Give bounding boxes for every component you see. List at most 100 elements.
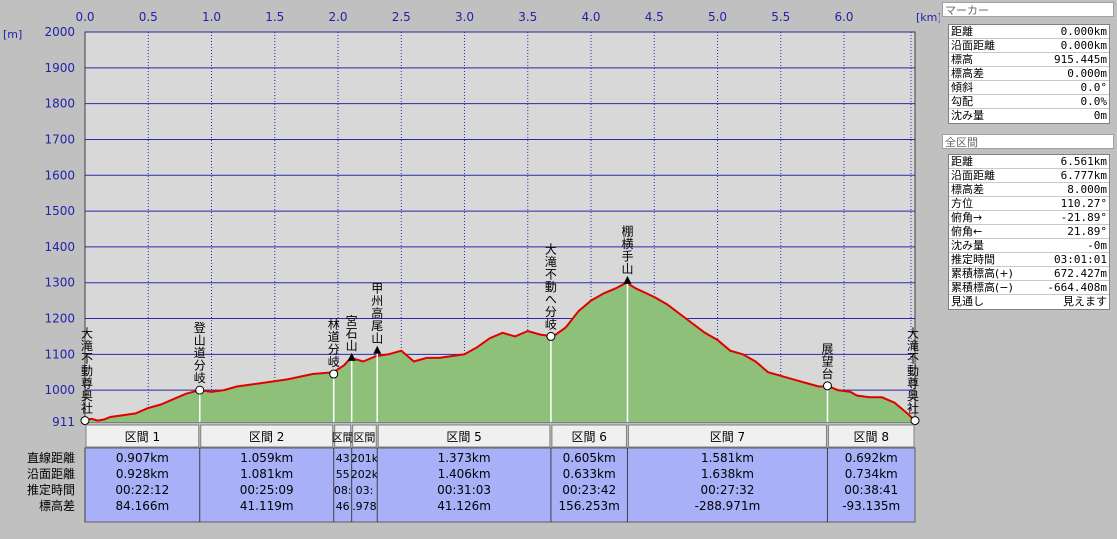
info-row: 標高差 8.000m bbox=[949, 183, 1109, 197]
x-tick-label: 0.5 bbox=[139, 10, 158, 24]
segment-time: 00:31:03 bbox=[437, 483, 491, 497]
y-tick-labels: 2000 1900 1800 1700 1600 1500 1400 1300 1200 1100… bbox=[44, 25, 75, 429]
info-label: 標高差 bbox=[951, 183, 984, 196]
info-label: 勾配 bbox=[951, 95, 973, 108]
waypoint-label: 宮石山 bbox=[346, 313, 358, 353]
info-label: 俯角← bbox=[951, 225, 983, 238]
segment-diff: .978 bbox=[352, 500, 377, 513]
segment-time: 00:27:32 bbox=[701, 483, 755, 497]
y-tick-label: 1100 bbox=[44, 347, 75, 361]
segment-surf: 55 bbox=[336, 468, 350, 481]
info-row: 距離 0.000km bbox=[949, 25, 1109, 39]
segment-name: 区間 2 bbox=[249, 430, 284, 444]
segment-surf: 0.633km bbox=[563, 467, 616, 481]
info-label: 方位 bbox=[951, 197, 973, 210]
table-body bbox=[84, 447, 916, 523]
row-label: 直線距離 bbox=[27, 450, 75, 465]
terrain-fill bbox=[85, 282, 915, 422]
info-value: 0.0% bbox=[1080, 95, 1108, 108]
segment-header bbox=[551, 424, 627, 448]
info-row: 標高 915.445m bbox=[949, 53, 1109, 67]
segment-header bbox=[627, 424, 827, 448]
segment-diff: -288.971m bbox=[695, 499, 761, 513]
info-row: 見通し 見えます bbox=[949, 295, 1109, 309]
info-row: 沈み量 0m bbox=[949, 109, 1109, 123]
waypoint-label: 棚横手山 bbox=[621, 223, 633, 276]
waypoint-marker bbox=[822, 381, 832, 391]
info-value: -664.408m bbox=[1047, 281, 1107, 294]
x-tick-label: 6.0 bbox=[834, 10, 853, 24]
profile-area bbox=[84, 281, 916, 422]
y-tick-label: 1900 bbox=[44, 61, 75, 75]
segment-header bbox=[377, 424, 551, 448]
waypoint-marker bbox=[329, 369, 339, 379]
y-tick-label: 1000 bbox=[44, 383, 75, 397]
elevation-profile-chart[interactable]: 0.0 0.5 1.0 1.5 2.0 2.5 3.0 3.5 4.0 4.5 5.0 5.5 6.0 … bbox=[0, 0, 940, 539]
info-row: 累積標高(+) 672.427m bbox=[949, 267, 1109, 281]
y-tick-label: 1800 bbox=[44, 97, 75, 111]
segment-surf: 1.081km bbox=[240, 467, 293, 481]
info-value: 0.000km bbox=[1060, 39, 1107, 52]
x-tick-label: 1.0 bbox=[202, 10, 221, 24]
segment-name: 区間 8 bbox=[854, 430, 889, 444]
segment-diff: 41.126m bbox=[437, 499, 491, 513]
x-tick-label: 5.0 bbox=[708, 10, 727, 24]
info-row: 沈み量 -0m bbox=[949, 239, 1109, 253]
info-row: 沿面距離 6.777km bbox=[949, 169, 1109, 183]
segment-time: 08: bbox=[334, 484, 352, 497]
info-row: 沿面距離 0.000km bbox=[949, 39, 1109, 53]
segment-time: 00:38:41 bbox=[844, 483, 898, 497]
info-value: 6.777km bbox=[1060, 169, 1107, 182]
segment-dist: 0.692km bbox=[845, 451, 898, 465]
y-unit-label: [m] bbox=[3, 28, 22, 41]
waypoint-label: 大滝不動尊奥社 bbox=[81, 327, 93, 416]
y-tick-label: 1700 bbox=[44, 132, 75, 146]
waypoint-label: 林道分岐 bbox=[328, 318, 340, 370]
total-panel-title: 全区間 bbox=[942, 134, 1114, 149]
info-label: 標高 bbox=[951, 53, 973, 66]
info-label: 俯角→ bbox=[951, 211, 983, 224]
segment-surf: 0.928km bbox=[116, 467, 169, 481]
info-row: 俯角→ -21.89° bbox=[949, 211, 1109, 225]
info-row: 推定時間 03:01:01 bbox=[949, 253, 1109, 267]
waypoint-label: 大滝不動へ分岐 bbox=[545, 242, 557, 331]
info-value: 0.000m bbox=[1067, 67, 1107, 80]
info-label: 見通し bbox=[951, 295, 984, 308]
x-tick-label: 3.5 bbox=[518, 10, 537, 24]
segment-time: 00:22:12 bbox=[115, 483, 169, 497]
segment-name: 区間 1 bbox=[125, 430, 160, 444]
y-tick-label: 2000 bbox=[44, 25, 75, 39]
marker-info-list: 距離 0.000km 沿面距離 0.000km 標高 915.445m 標高差 0.000m 傾… bbox=[948, 24, 1110, 124]
segment-diff: 41.119m bbox=[240, 499, 294, 513]
info-label: 推定時間 bbox=[951, 253, 995, 266]
info-row: 勾配 0.0% bbox=[949, 95, 1109, 109]
info-value: 110.27° bbox=[1060, 197, 1107, 210]
info-value: 8.000m bbox=[1067, 183, 1107, 196]
info-label: 標高差 bbox=[951, 67, 984, 80]
info-row: 標高差 0.000m bbox=[949, 67, 1109, 81]
waypoint-marker bbox=[195, 385, 205, 395]
x-tick-label: 1.5 bbox=[265, 10, 284, 24]
total-info-list: 距離 6.561km 沿面距離 6.777km 標高差 8.000m 方位 110.27° 俯角… bbox=[948, 154, 1110, 310]
info-value: 0m bbox=[1093, 109, 1107, 122]
segment-name: 区間 bbox=[353, 431, 375, 444]
y-tick-label: 911 bbox=[52, 415, 75, 429]
info-value: 21.89° bbox=[1067, 225, 1107, 238]
peak-marker bbox=[623, 275, 632, 284]
info-value: 915.445m bbox=[1054, 53, 1107, 66]
info-value: 0.0° bbox=[1080, 81, 1108, 94]
info-row: 累積標高(−) -664.408m bbox=[949, 281, 1109, 295]
info-value: -0m bbox=[1087, 239, 1107, 252]
segment-header bbox=[352, 424, 377, 448]
waypoint-label: 登山道分岐 bbox=[194, 320, 206, 385]
info-label: 距離 bbox=[951, 155, 973, 168]
segment-diff: -93.135m bbox=[842, 499, 900, 513]
x-tick-label: 3.0 bbox=[455, 10, 474, 24]
info-label: 累積標高(−) bbox=[951, 281, 1013, 294]
segment-name: 区間 7 bbox=[710, 430, 745, 444]
info-value: 672.427m bbox=[1054, 267, 1107, 280]
x-tick-label: 5.5 bbox=[771, 10, 790, 24]
info-value: 6.561km bbox=[1060, 155, 1107, 168]
